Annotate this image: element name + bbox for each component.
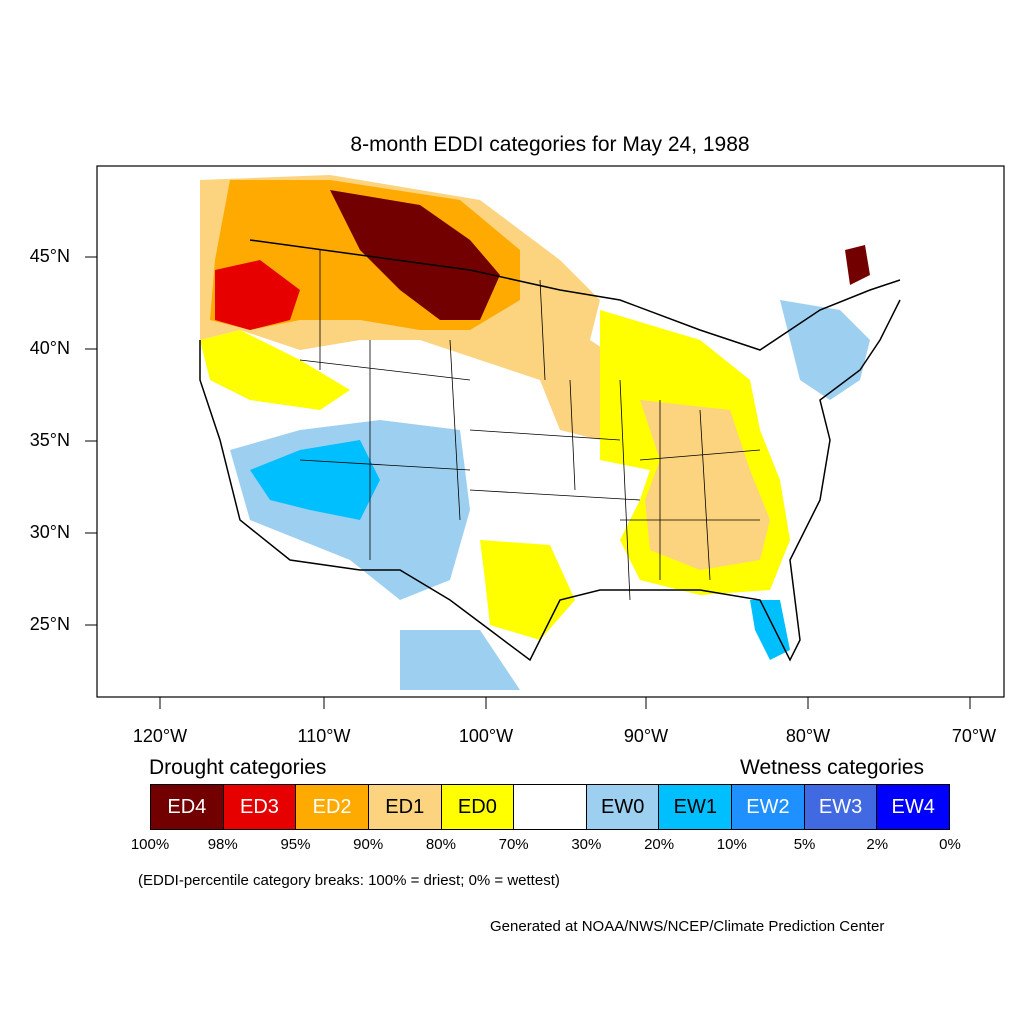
legend-break-label: 100% xyxy=(130,836,170,853)
legend-box-ew1: EW1 xyxy=(659,785,733,829)
lon-label-120: 120°W xyxy=(132,726,188,746)
legend-box-ed0: ED0 xyxy=(441,785,515,829)
legend-break-label: 5% xyxy=(793,836,816,853)
region-ed4-east xyxy=(845,245,870,285)
legend-box-ed2: ED2 xyxy=(296,785,369,829)
region-ed4-montana xyxy=(330,190,500,320)
legend-break-label: 95% xyxy=(280,836,311,853)
us-border xyxy=(199,239,901,662)
legend-note: (EDDI-percentile category breaks: 100% =… xyxy=(138,872,560,889)
drought-heading: Drought categories xyxy=(149,756,327,779)
lon-label-80: 80°W xyxy=(785,726,831,746)
legend-break-label: 20% xyxy=(644,836,675,853)
lat-label-25: 25°N xyxy=(29,614,70,634)
legend-break-label: 80% xyxy=(425,836,456,853)
region-ew0-northeast xyxy=(780,300,870,400)
region-ew0-mexico xyxy=(400,630,520,690)
region-ew0-florida xyxy=(750,600,790,660)
legend-box-ed1: ED1 xyxy=(368,785,442,829)
region-ew1-southwest xyxy=(250,440,380,520)
map-title: 8-month EDDI categories for May 24, 1988 xyxy=(350,133,750,156)
legend-box-ed4: ED4 xyxy=(151,785,224,829)
legend-box-ew4: EW4 xyxy=(877,785,950,829)
legend-break-label: 2% xyxy=(866,836,889,853)
lon-label-70: 70°W xyxy=(951,726,997,746)
lat-label-40: 40°N xyxy=(29,338,70,358)
region-ed0-texas xyxy=(480,540,575,640)
legend-color-bar: ED4 ED3 ED2 ED1 ED0 EW0 EW1 EW2 EW3 EW4 xyxy=(150,784,950,830)
region-ed0-west xyxy=(200,330,350,410)
legend-box-ed3: ED3 xyxy=(223,785,297,829)
credit-text: Generated at NOAA/NWS/NCEP/Climate Predi… xyxy=(490,918,885,935)
lon-label-100: 100°W xyxy=(458,726,514,746)
legend-box-ew0: EW0 xyxy=(586,785,660,829)
legend-break-label: 10% xyxy=(716,836,747,853)
wetness-heading: Wetness categories xyxy=(740,756,925,779)
lon-label-110: 110°W xyxy=(297,726,351,746)
legend-break-label: 98% xyxy=(207,836,238,853)
state-lines xyxy=(299,250,761,601)
lon-label-90: 90°W xyxy=(623,726,669,746)
lat-label-30: 30°N xyxy=(29,522,70,542)
lat-label-35: 35°N xyxy=(29,430,70,450)
legend-break-label: 0% xyxy=(939,836,961,853)
region-ed1-southeast xyxy=(640,400,770,570)
legend-box-none xyxy=(514,785,587,829)
region-ed3-northwest xyxy=(215,260,300,330)
legend-box-ew3: EW3 xyxy=(804,785,878,829)
lat-label-45: 45°N xyxy=(29,246,70,266)
map-panel xyxy=(85,165,1005,709)
legend-break-label: 30% xyxy=(571,836,602,853)
legend-break-label: 90% xyxy=(353,836,384,853)
legend-break-label: 70% xyxy=(498,836,529,853)
legend-box-ew2: EW2 xyxy=(732,785,805,829)
